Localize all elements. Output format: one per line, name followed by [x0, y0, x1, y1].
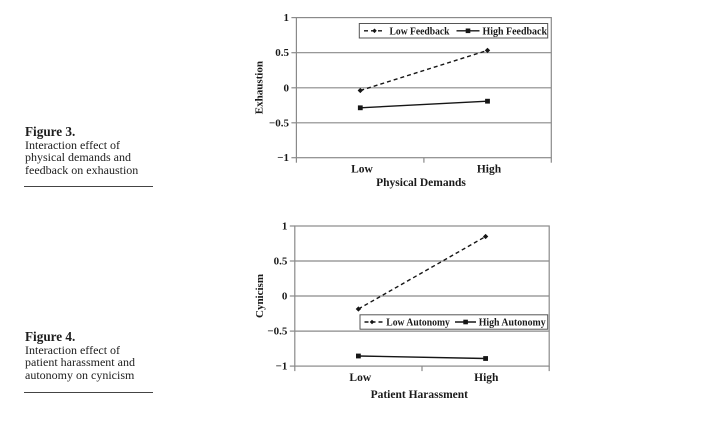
- svg-text:Patient Harassment: Patient Harassment: [371, 389, 469, 401]
- svg-text:0.5: 0.5: [275, 47, 289, 59]
- svg-text:−0.5: −0.5: [269, 117, 290, 129]
- svg-text:Low Feedback: Low Feedback: [390, 26, 450, 37]
- svg-text:Cynicism: Cynicism: [254, 274, 266, 318]
- svg-text:Low Autonomy: Low Autonomy: [386, 318, 450, 329]
- svg-text:High: High: [474, 372, 499, 384]
- svg-text:1: 1: [282, 221, 288, 233]
- svg-text:Low: Low: [349, 372, 371, 384]
- svg-text:High: High: [477, 164, 502, 176]
- svg-text:1: 1: [284, 12, 290, 24]
- svg-text:0: 0: [284, 82, 290, 94]
- svg-text:−1: −1: [277, 152, 289, 164]
- svg-text:0: 0: [282, 291, 288, 303]
- svg-text:Exhaustion: Exhaustion: [253, 61, 265, 114]
- svg-text:High Feedback: High Feedback: [483, 26, 548, 37]
- svg-text:Physical Demands: Physical Demands: [376, 177, 466, 189]
- svg-text:−1: −1: [276, 361, 288, 373]
- svg-text:−0.5: −0.5: [267, 326, 288, 338]
- svg-text:0.5: 0.5: [274, 256, 288, 268]
- svg-text:Low: Low: [351, 164, 373, 176]
- svg-text:High Autonomy: High Autonomy: [479, 318, 547, 329]
